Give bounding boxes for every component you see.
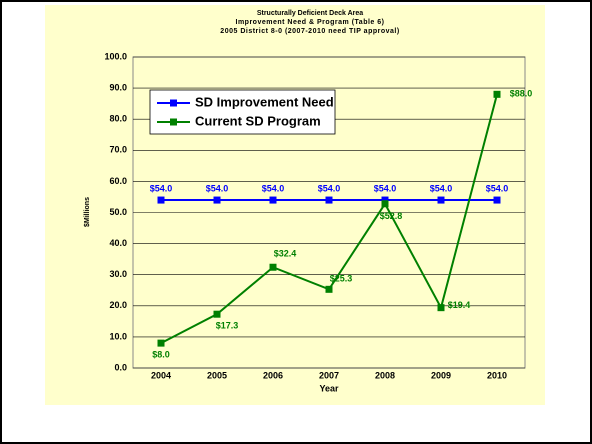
- point: [157, 339, 165, 347]
- y-tick-label: 50.0: [109, 207, 127, 217]
- legend-marker: [170, 118, 177, 126]
- x-tick-label: 2010: [487, 370, 507, 380]
- point: [213, 310, 221, 318]
- data-label: $8.0: [152, 349, 170, 359]
- y-tick-label: 20.0: [109, 300, 127, 310]
- x-tick-label: 2009: [431, 370, 451, 380]
- point: [213, 196, 221, 204]
- data-label: $19.4: [448, 300, 471, 310]
- point: [493, 90, 501, 98]
- x-tick-label: 2007: [319, 370, 339, 380]
- x-tick-label: 2008: [375, 370, 395, 380]
- point: [325, 285, 333, 293]
- point: [325, 196, 333, 204]
- point: [269, 196, 277, 204]
- point: [269, 263, 277, 271]
- data-label: $54.0: [486, 183, 509, 193]
- y-axis-label: $Millions: [84, 197, 91, 227]
- data-label: $25.3: [330, 274, 353, 284]
- legend-label: SD Improvement Need: [195, 94, 334, 109]
- data-label: $54.0: [430, 183, 453, 193]
- data-label: $52.8: [380, 211, 403, 221]
- chart-subtitle: Improvement Need & Program (Table 6): [236, 19, 385, 26]
- x-tick-label: 2006: [263, 370, 283, 380]
- data-label: $54.0: [374, 183, 397, 193]
- x-axis-label: Year: [319, 383, 339, 393]
- legend-label: Current SD Program: [195, 113, 321, 128]
- y-tick-label: 80.0: [109, 114, 127, 124]
- data-label: $54.0: [318, 183, 341, 193]
- x-tick-label: 2004: [151, 370, 171, 380]
- point: [437, 304, 445, 312]
- point: [381, 200, 389, 208]
- point: [437, 196, 445, 204]
- y-tick-label: 70.0: [109, 145, 127, 155]
- legend-marker: [170, 99, 177, 107]
- y-tick-label: 40.0: [109, 238, 127, 248]
- y-tick-label: 100.0: [104, 51, 127, 61]
- point: [381, 196, 389, 204]
- data-label: $54.0: [150, 183, 173, 193]
- point: [493, 196, 501, 204]
- data-label: $17.3: [216, 321, 239, 331]
- y-tick-label: 30.0: [109, 269, 127, 279]
- y-tick-label: 90.0: [109, 82, 127, 92]
- data-label: $54.0: [262, 183, 285, 193]
- data-label: $88.0: [510, 89, 533, 99]
- y-tick-label: 10.0: [109, 331, 127, 341]
- point: [157, 196, 165, 204]
- y-tick-label: 60.0: [109, 176, 127, 186]
- chart-subtitle: 2005 District 8-0 (2007-2010 need TIP ap…: [220, 28, 399, 35]
- x-tick-label: 2005: [207, 370, 227, 380]
- data-label: $54.0: [206, 183, 229, 193]
- chart-title: Structurally Deficient Deck Area: [257, 10, 363, 17]
- legend: [149, 89, 336, 135]
- y-tick-label: 0.0: [114, 362, 127, 372]
- data-label: $32.4: [274, 249, 297, 259]
